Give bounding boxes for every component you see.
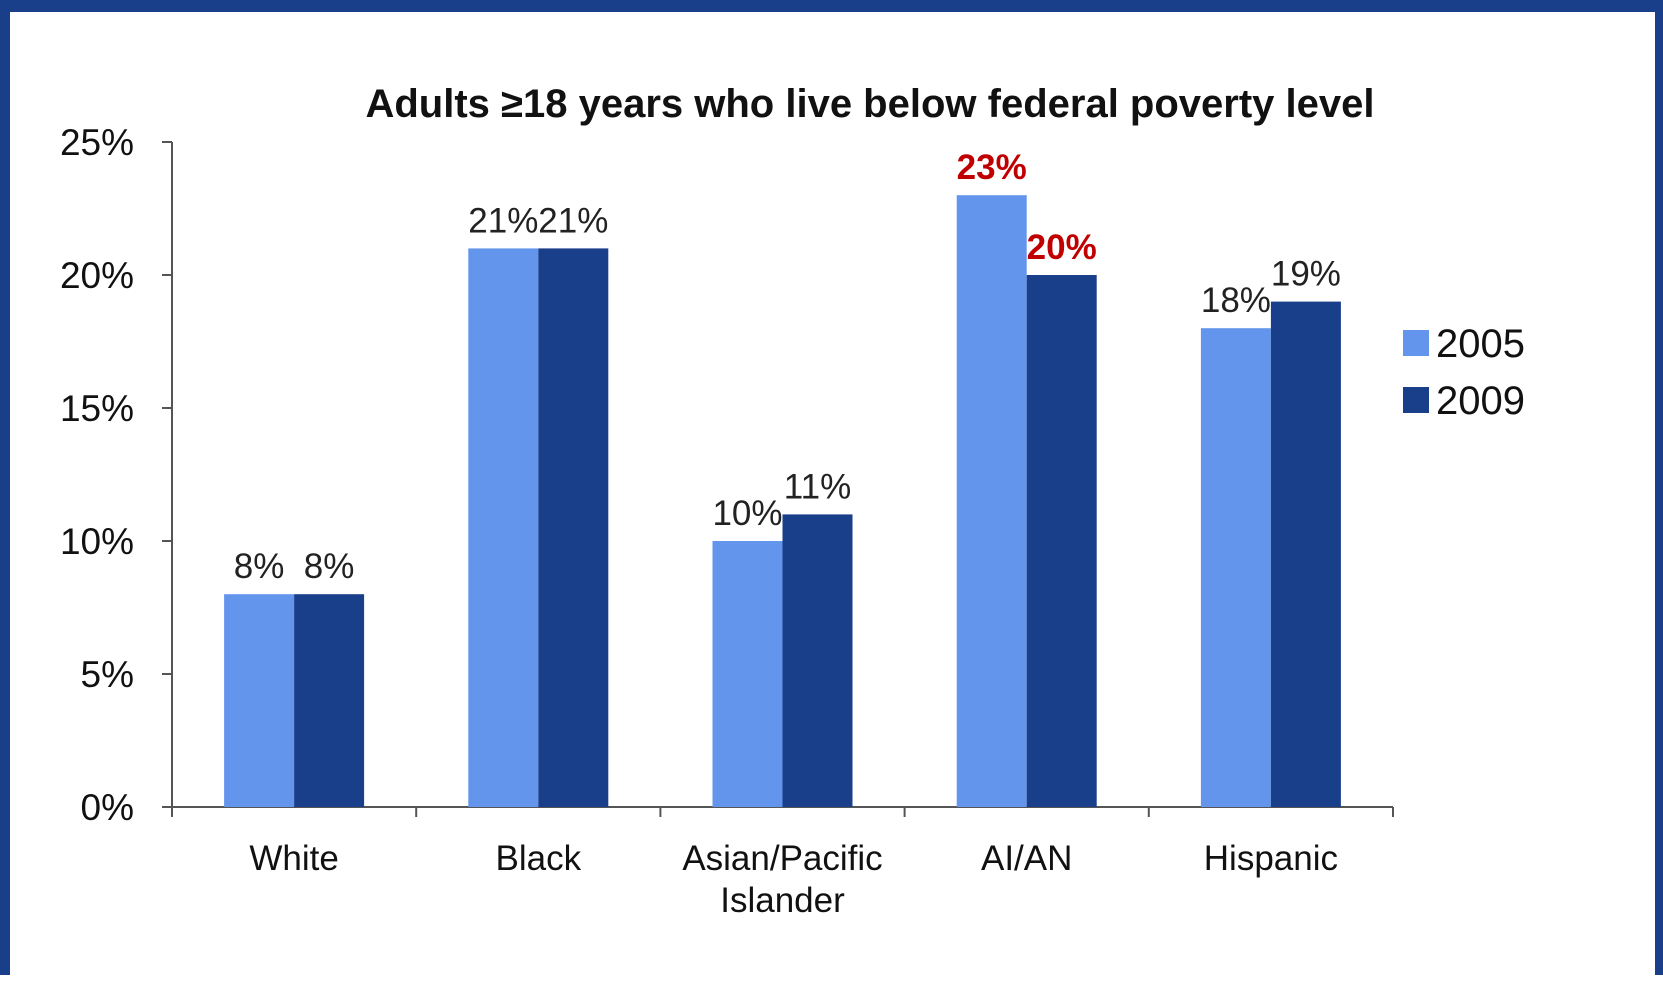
x-category-label: Black: [496, 839, 582, 878]
bar-2009-white: [294, 594, 365, 807]
bar-chart: Adults ≥18 years who live below federal …: [60, 82, 1525, 920]
legend-swatch-2005: [1403, 330, 1429, 356]
bars: [224, 195, 1341, 807]
chart-title: Adults ≥18 years who live below federal …: [365, 82, 1374, 126]
y-tick-label: 15%: [60, 388, 134, 429]
bar-2009-hispanic: [1270, 301, 1341, 807]
data-label: 8%: [304, 547, 355, 586]
data-label: 21%: [538, 201, 608, 240]
y-tick-label: 25%: [60, 122, 134, 163]
bar-2005-ai-an: [956, 195, 1027, 807]
x-category-label: AI/AN: [981, 839, 1072, 878]
bar-2009-ai-an: [1026, 275, 1097, 807]
bar-2009-asian-pacific-islander: [782, 514, 853, 807]
data-label: 23%: [957, 148, 1027, 187]
legend-swatch-2009: [1403, 387, 1429, 413]
y-tick-label: 5%: [81, 654, 134, 695]
data-label: 11%: [784, 467, 851, 506]
bar-2005-asian-pacific-islander: [712, 541, 783, 807]
legend-label-2005: 2005: [1436, 322, 1525, 366]
data-label: 21%: [468, 201, 538, 240]
bar-2005-black: [468, 248, 539, 807]
y-tick-label: 10%: [60, 521, 134, 562]
x-category-label: Asian/Pacific: [682, 839, 882, 878]
x-category-label: Hispanic: [1204, 839, 1338, 878]
data-labels: 8% 21% 10% 23% 18% 8% 21% 11% 20% 19%: [234, 148, 1341, 586]
x-category-label: Islander: [720, 881, 845, 920]
data-label: 10%: [712, 494, 782, 533]
bar-2005-hispanic: [1200, 328, 1271, 807]
data-label: 20%: [1027, 228, 1097, 267]
bar-2009-black: [538, 248, 609, 807]
data-label: 18%: [1201, 281, 1271, 320]
bar-2005-white: [224, 594, 295, 807]
y-tick-label: 20%: [60, 255, 134, 296]
legend-label-2009: 2009: [1436, 379, 1525, 423]
x-category-label: White: [249, 839, 338, 878]
data-label: 8%: [234, 547, 285, 586]
data-label: 19%: [1271, 255, 1341, 294]
axes: 0% 5% 10% 15% 20% 25% White Black Asian/PacificI…: [60, 122, 1394, 920]
y-tick-label: 0%: [81, 787, 134, 828]
legend: 2005 2009: [1403, 322, 1525, 423]
